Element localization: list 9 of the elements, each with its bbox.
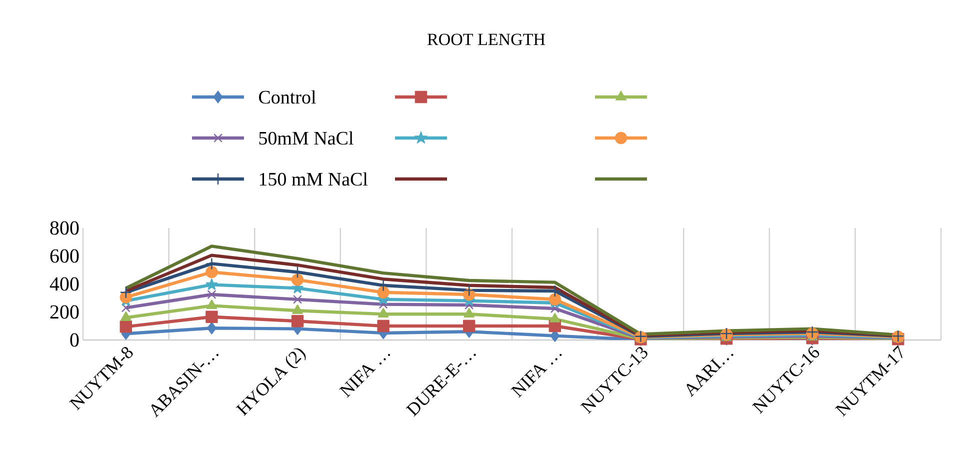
legend-label: Control	[258, 90, 316, 104]
y-tick-label: 800	[50, 221, 79, 235]
y-tick-label: 0	[70, 333, 79, 347]
chart-title: ROOT LENGTH	[428, 34, 546, 46]
legend-label: 50mM NaCl	[259, 131, 354, 145]
legend-label: 150 mM NaCl	[260, 172, 368, 186]
y-tick-label: 200	[50, 305, 79, 319]
y-tick-label: 400	[50, 277, 79, 291]
y-tick-label: 600	[50, 249, 79, 263]
